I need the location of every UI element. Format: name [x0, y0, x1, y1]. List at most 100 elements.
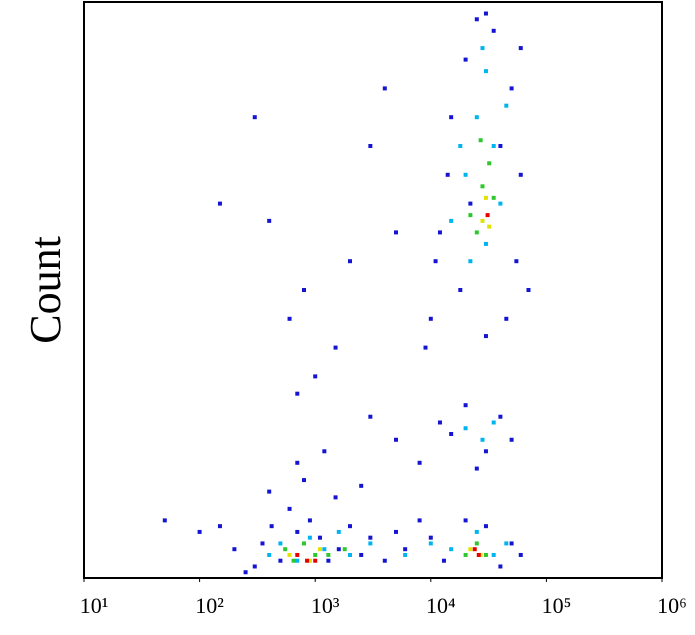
point — [483, 69, 488, 74]
point — [287, 316, 292, 321]
point — [449, 547, 454, 552]
point — [162, 518, 167, 523]
point — [317, 547, 322, 552]
point — [278, 541, 283, 546]
point — [526, 288, 531, 292]
point — [491, 552, 496, 557]
point — [287, 552, 292, 557]
point — [468, 547, 473, 552]
point — [509, 541, 514, 546]
point — [307, 518, 312, 523]
point — [480, 46, 485, 51]
plot-frame — [83, 1, 663, 579]
point — [347, 552, 352, 557]
point — [428, 541, 433, 546]
point — [283, 547, 288, 552]
point — [504, 316, 509, 321]
point — [458, 144, 463, 148]
point — [295, 391, 300, 396]
point — [217, 201, 222, 206]
point — [428, 316, 433, 321]
y-axis-label: Count — [21, 236, 70, 344]
point — [291, 558, 296, 563]
point — [437, 230, 442, 235]
point — [342, 547, 347, 552]
point — [483, 334, 488, 339]
point — [468, 213, 473, 218]
point — [326, 552, 331, 557]
point — [445, 172, 450, 177]
point — [483, 449, 488, 454]
x-tick-label: 10³ — [311, 593, 340, 618]
point — [336, 529, 341, 534]
point — [480, 184, 485, 189]
point — [301, 288, 306, 292]
point — [326, 558, 331, 563]
point — [476, 552, 481, 557]
x-tick-label: 10⁶ — [657, 593, 687, 618]
point — [347, 524, 352, 529]
point — [382, 86, 387, 91]
point — [468, 259, 473, 264]
point — [474, 466, 479, 471]
point — [322, 547, 327, 552]
point — [498, 414, 503, 419]
point — [359, 552, 364, 557]
point — [295, 460, 300, 465]
point — [498, 564, 503, 569]
point — [449, 115, 454, 120]
point — [483, 552, 488, 557]
point — [463, 57, 468, 62]
point — [403, 552, 408, 557]
point — [485, 213, 490, 218]
point — [394, 437, 399, 442]
point — [322, 449, 327, 454]
point — [295, 552, 300, 557]
point — [394, 529, 399, 534]
point — [368, 414, 373, 419]
point — [287, 506, 292, 511]
point — [474, 17, 479, 22]
point — [368, 541, 373, 546]
x-tick-label: 10⁴ — [426, 593, 456, 618]
point — [491, 195, 496, 200]
point — [433, 259, 438, 264]
point — [480, 437, 485, 442]
point — [394, 230, 399, 235]
point — [243, 570, 248, 575]
point — [474, 230, 479, 235]
point — [267, 489, 272, 494]
point — [509, 437, 514, 442]
point — [518, 46, 523, 51]
point — [504, 541, 509, 546]
point — [423, 345, 428, 350]
point — [428, 535, 433, 540]
point — [483, 11, 488, 16]
point — [305, 558, 310, 563]
point — [333, 495, 338, 500]
point — [463, 552, 468, 557]
point — [483, 195, 488, 200]
point — [472, 547, 477, 552]
point — [382, 558, 387, 563]
point — [487, 224, 492, 229]
point — [232, 547, 237, 552]
point — [301, 478, 306, 483]
point — [295, 558, 300, 563]
point — [463, 518, 468, 523]
point — [267, 218, 272, 223]
point — [368, 535, 373, 540]
point — [449, 218, 454, 223]
point — [463, 172, 468, 177]
point — [260, 541, 265, 546]
point — [197, 529, 202, 534]
point — [417, 518, 422, 523]
point — [441, 558, 446, 563]
point — [487, 161, 492, 166]
point — [514, 259, 519, 264]
point — [267, 552, 272, 557]
point — [252, 115, 257, 120]
point — [307, 535, 312, 540]
point — [498, 144, 503, 148]
